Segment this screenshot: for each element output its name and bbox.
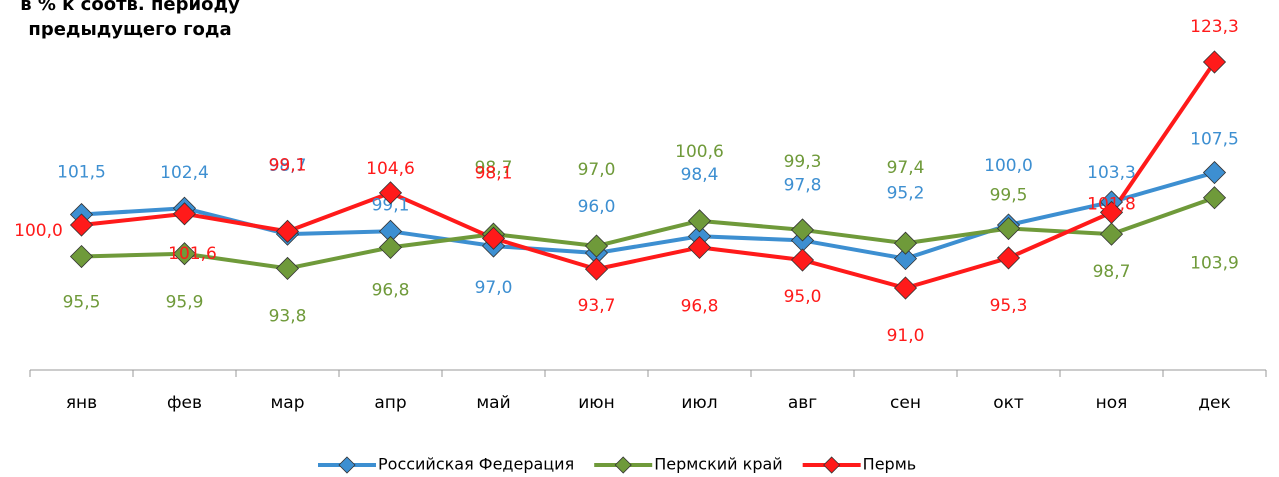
- data-label: 99,1: [372, 195, 410, 215]
- data-label: 96,8: [372, 280, 410, 300]
- data-label: 101,8: [1087, 194, 1136, 214]
- data-label: 95,5: [63, 293, 101, 313]
- x-tick-label: апр: [374, 393, 406, 413]
- data-label: 93,8: [269, 306, 307, 326]
- marker: [893, 247, 918, 271]
- marker: [275, 219, 300, 243]
- data-label: 99,3: [784, 152, 822, 172]
- data-label: 103,9: [1190, 254, 1239, 274]
- marker: [1099, 222, 1124, 246]
- legend-label: Пермь: [863, 455, 917, 474]
- data-label: 95,0: [784, 287, 822, 307]
- marker: [172, 202, 197, 226]
- x-tick-label: янв: [66, 393, 97, 413]
- data-label: 98,7: [475, 158, 513, 178]
- marker: [687, 235, 712, 259]
- data-label: 100,6: [675, 142, 724, 162]
- data-label: 104,6: [366, 159, 415, 179]
- legend-marker: [614, 456, 632, 474]
- data-label: 97,0: [578, 160, 616, 180]
- marker: [1202, 186, 1227, 210]
- data-label: 91,0: [887, 326, 925, 346]
- series-line: [81, 170, 1216, 261]
- series-line: [81, 60, 1217, 290]
- series-line: [81, 195, 1216, 271]
- marker: [1202, 50, 1227, 74]
- data-label: 98,4: [681, 165, 719, 185]
- data-label: 95,2: [887, 184, 925, 204]
- data-label: 100,0: [14, 221, 63, 241]
- data-label: 95,3: [990, 296, 1028, 316]
- data-label: 98,1: [475, 163, 513, 183]
- data-label: 123,3: [1190, 17, 1239, 37]
- x-tick-label: май: [476, 393, 510, 413]
- marker: [790, 218, 815, 242]
- data-label: 102,4: [160, 163, 209, 183]
- data-label: 95,9: [166, 293, 204, 313]
- marker: [996, 246, 1021, 270]
- chart-title: предыдущего года: [28, 19, 231, 40]
- legend-label: Российская Федерация: [378, 455, 574, 474]
- data-label: 101,5: [57, 163, 106, 183]
- marker: [69, 244, 94, 269]
- x-tick-label: дек: [1198, 393, 1230, 413]
- x-tick-label: ноя: [1096, 393, 1128, 413]
- data-label: 101,6: [168, 244, 217, 264]
- chart-title: в % к соотв. периоду: [20, 0, 240, 15]
- marker: [481, 226, 506, 250]
- legend-label: Пермский край: [654, 455, 782, 474]
- data-label: 96,0: [578, 197, 616, 217]
- x-tick-label: авг: [788, 393, 817, 413]
- data-label: 100,0: [984, 156, 1033, 176]
- marker: [1202, 160, 1227, 185]
- marker: [893, 276, 918, 300]
- x-tick-label: июл: [681, 393, 717, 413]
- marker: [893, 231, 918, 255]
- legend-marker: [338, 456, 356, 474]
- marker: [584, 234, 609, 258]
- marker: [584, 257, 609, 281]
- marker: [378, 181, 403, 205]
- marker: [1099, 200, 1124, 224]
- marker: [275, 256, 300, 280]
- marker: [69, 213, 94, 237]
- marker: [378, 235, 403, 259]
- data-label: 93,7: [578, 296, 616, 316]
- marker: [996, 216, 1021, 241]
- x-tick-label: фев: [167, 393, 202, 413]
- data-label: 98,7: [1093, 262, 1131, 282]
- x-tick-label: сен: [890, 393, 921, 413]
- x-tick-label: мар: [270, 393, 304, 413]
- x-tick-label: окт: [993, 393, 1024, 413]
- legend-marker: [823, 456, 841, 474]
- data-label: 97,0: [475, 278, 513, 298]
- marker: [790, 248, 815, 272]
- data-label: 107,5: [1190, 130, 1239, 150]
- data-label: 96,8: [681, 296, 719, 316]
- marker: [172, 242, 197, 266]
- data-label: 97,8: [784, 175, 822, 195]
- data-label: 99,1: [269, 155, 307, 175]
- data-label: 99,5: [990, 186, 1028, 206]
- x-tick-label: июн: [578, 393, 614, 413]
- data-label: 103,3: [1087, 163, 1136, 183]
- data-label: 97,4: [887, 158, 925, 178]
- data-label: 98,7: [269, 156, 307, 176]
- marker: [687, 209, 712, 233]
